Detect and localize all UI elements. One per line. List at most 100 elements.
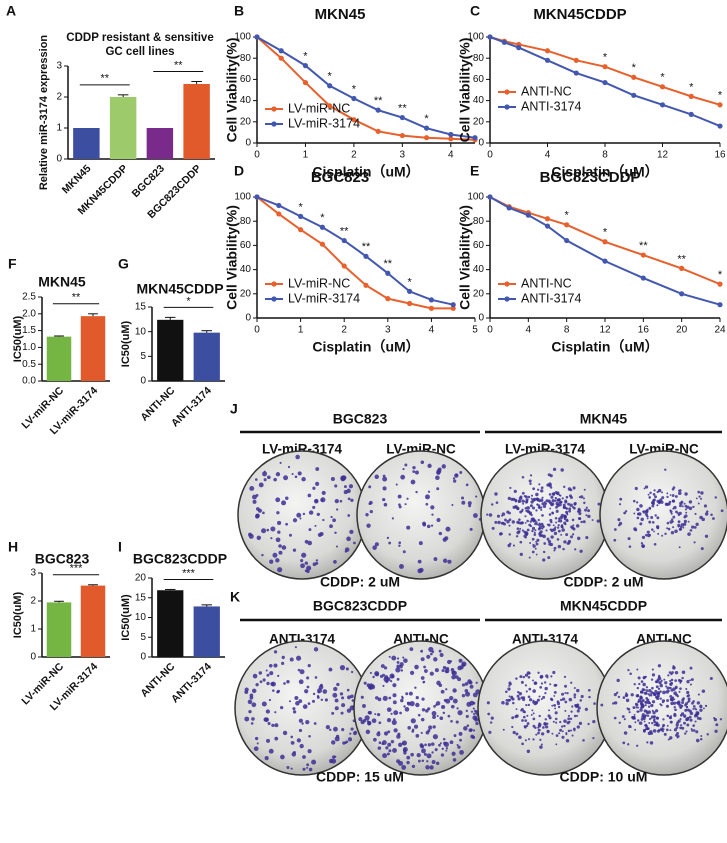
colony [288, 700, 292, 703]
colony [648, 717, 651, 720]
data-point [319, 241, 325, 247]
y-tick-label: 40 [240, 95, 252, 106]
colony [417, 559, 422, 564]
colony [474, 718, 478, 722]
colony [658, 728, 661, 732]
colony [565, 533, 569, 537]
colony [274, 736, 279, 741]
colony [392, 693, 397, 698]
colony [382, 474, 386, 478]
colony [465, 483, 469, 487]
colony [689, 679, 692, 682]
colony [650, 703, 654, 708]
colony [415, 734, 420, 738]
colony [442, 558, 448, 563]
data-point [516, 45, 522, 51]
colony [560, 500, 563, 503]
colony [347, 497, 351, 501]
colony [358, 717, 363, 722]
colony [688, 715, 692, 719]
colony [585, 536, 589, 540]
colony [514, 500, 518, 503]
colony [719, 718, 723, 721]
colony [673, 691, 677, 696]
colony [681, 505, 684, 508]
colony [672, 526, 675, 529]
colony [328, 667, 333, 672]
colony [639, 696, 643, 700]
colony [488, 513, 493, 517]
colony [668, 671, 672, 674]
colony [360, 695, 364, 699]
colony [272, 689, 275, 692]
colony [298, 728, 303, 733]
colony [664, 681, 668, 685]
legend-marker [504, 281, 510, 287]
colony [280, 754, 285, 760]
colony [618, 503, 622, 506]
colony [641, 535, 646, 540]
colony [666, 686, 670, 690]
colony [670, 512, 673, 515]
series-line [256, 196, 454, 310]
colony [677, 523, 681, 527]
colony [636, 719, 640, 722]
colony [507, 687, 511, 691]
colony [265, 669, 268, 672]
data-point [564, 237, 570, 244]
data-point [631, 92, 637, 98]
colony [557, 529, 561, 533]
colony [676, 736, 679, 739]
colony [692, 729, 696, 732]
colony [304, 569, 308, 573]
colony [429, 671, 434, 676]
colony [431, 751, 434, 754]
y-tick-label: 15 [135, 592, 147, 603]
panel-letter: D [234, 163, 244, 179]
significance-label: ** [340, 225, 349, 237]
x-tick-label: ANTI-3174 [169, 660, 214, 705]
group-title: BGC823CDDP [313, 598, 407, 614]
colony [613, 528, 617, 531]
colony [655, 709, 659, 713]
colony [406, 755, 411, 760]
colony [627, 743, 630, 746]
y-tick-label: 20 [473, 116, 485, 127]
colony [336, 508, 339, 511]
colony [644, 485, 649, 489]
colony [396, 657, 400, 660]
colony [666, 527, 669, 530]
colony [541, 496, 544, 499]
colony [426, 753, 432, 759]
colony [558, 517, 561, 520]
data-point [298, 227, 304, 233]
colony [341, 696, 345, 700]
colony [525, 499, 528, 502]
colony [542, 726, 545, 729]
colony [307, 663, 311, 668]
colony [576, 688, 580, 693]
colony [468, 728, 473, 733]
colony [433, 657, 438, 662]
significance-label: * [303, 51, 308, 63]
significance-label: * [352, 83, 357, 95]
colony [405, 692, 409, 696]
colony [592, 737, 595, 740]
colony [686, 690, 690, 695]
colony [331, 740, 336, 745]
colony [562, 503, 566, 507]
y-tick-label: 0 [245, 138, 251, 149]
colony [516, 530, 520, 535]
colony [425, 502, 429, 506]
colony [271, 723, 275, 727]
plate-dish [353, 640, 489, 776]
colony [654, 514, 657, 517]
colony [651, 504, 655, 508]
data-point [688, 111, 694, 117]
data-point [602, 258, 608, 264]
colony [554, 707, 557, 710]
colony [634, 486, 638, 491]
colony [670, 715, 672, 717]
colony [650, 731, 654, 735]
colony [244, 716, 250, 722]
